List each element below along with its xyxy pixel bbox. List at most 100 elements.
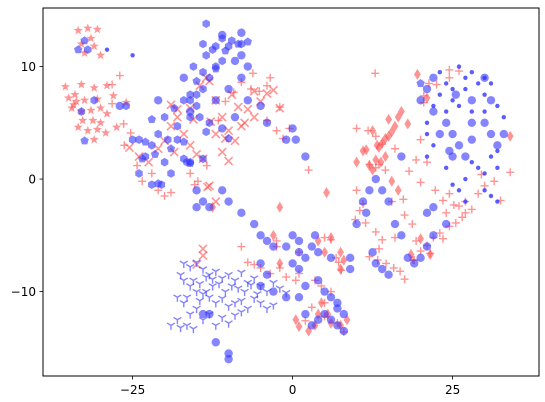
red-x-point	[217, 112, 227, 122]
blue-circle-point	[346, 264, 355, 274]
red-hline-point	[389, 263, 398, 272]
red-star-point	[96, 117, 106, 127]
blue-dot-point	[463, 86, 468, 92]
blue-dot-point	[431, 103, 436, 109]
red-hline-point	[382, 259, 391, 268]
blue-hexagon-point	[135, 169, 143, 178]
red-hline-point	[248, 69, 257, 78]
blue-dot-point	[444, 81, 449, 86]
blue-hexagon-point	[212, 41, 220, 51]
blue-circle-point	[429, 107, 438, 116]
blue-pentagon-point	[170, 103, 179, 112]
blue-hexagon-point	[84, 45, 92, 54]
blue-pentagon-point	[179, 137, 188, 146]
red-hline-point	[396, 267, 405, 276]
blue-dot-point	[495, 199, 500, 204]
blue-dot-point	[488, 154, 494, 159]
red-hline-point	[282, 272, 291, 281]
red-hline-point	[451, 218, 460, 227]
red-hline-point	[442, 208, 451, 217]
blue-circle-point	[224, 197, 233, 206]
red-star-point	[96, 103, 106, 113]
blue-tri_down-point	[262, 305, 272, 313]
blue-circle-point	[493, 141, 502, 150]
red-diamond-point	[398, 106, 405, 118]
blue-tri_down-point	[211, 322, 221, 330]
blue-pentagon-point	[211, 64, 220, 73]
red-star-point	[96, 50, 106, 60]
red-hline-point	[439, 234, 447, 243]
red-diamond-point	[385, 113, 392, 125]
blue-circle-point	[339, 326, 348, 336]
blue-tri_down-point	[249, 275, 259, 283]
blue-circle-point	[237, 73, 246, 82]
blue-tri_down-point	[243, 305, 253, 313]
red-hline-point	[474, 189, 483, 198]
red-hline-point	[412, 155, 421, 164]
blue-hexagon-point	[202, 19, 210, 29]
red-star-point	[69, 99, 79, 109]
blue-dot-point	[456, 103, 462, 109]
blue-pentagon-point	[166, 144, 176, 153]
blue-circle-point	[301, 309, 310, 319]
blue-dot-point	[495, 148, 500, 154]
blue-tri_down-point	[217, 314, 227, 322]
red-hline-point	[304, 166, 313, 175]
blue-tri_down-point	[166, 322, 176, 330]
red-diamond-point	[337, 263, 344, 275]
red-x-point	[249, 112, 259, 122]
blue-tri_down-point	[192, 259, 201, 267]
blue-circle-point	[262, 118, 272, 127]
blue-dot-point	[463, 75, 468, 80]
red-star-point	[88, 115, 98, 125]
red-hline-point	[263, 81, 271, 90]
blue-tri_down-point	[269, 279, 278, 288]
blue-circle-point	[288, 231, 297, 240]
blue-dot-point	[450, 182, 455, 187]
red-diamond-point	[359, 145, 367, 157]
blue-circle-point	[237, 51, 246, 60]
red-hline-point	[400, 275, 409, 284]
red-star-point	[89, 134, 99, 144]
red-x-point	[192, 149, 202, 159]
blue-hexagon-point	[122, 101, 130, 111]
blue-pentagon-point	[150, 149, 160, 158]
blue-pentagon-point	[138, 154, 147, 163]
blue-circle-point	[314, 248, 323, 257]
blue-tri_down-point	[208, 283, 217, 291]
red-x-point	[233, 102, 243, 112]
red-diamond-point	[426, 248, 434, 260]
red-x-point	[179, 129, 189, 139]
red-hline-point	[371, 132, 380, 141]
blue-pentagon-point	[416, 79, 425, 87]
blue-circle-point	[429, 73, 438, 82]
blue-hexagon-point	[160, 157, 169, 167]
blue-circle-point	[282, 293, 291, 302]
blue-circle-point	[256, 259, 265, 268]
blue-hexagon-point	[218, 56, 226, 66]
red-hline-point	[399, 195, 408, 204]
red-star-point	[80, 95, 90, 105]
blue-tri_down-point	[237, 308, 246, 317]
blue-circle-point	[310, 231, 320, 240]
red-hline-point	[317, 281, 326, 290]
red-hline-point	[186, 169, 195, 178]
blue-circle-point	[192, 186, 201, 195]
blue-circle-point	[429, 231, 438, 240]
blue-circle-point	[294, 264, 304, 274]
blue-dot-point	[424, 131, 430, 137]
blue-circle-point	[250, 219, 259, 229]
red-hline-point	[490, 177, 499, 186]
blue-circle-point	[230, 112, 240, 122]
blue-tri_down-point	[192, 288, 201, 297]
red-hline-point	[371, 227, 380, 236]
blue-pentagon-point	[186, 158, 195, 167]
blue-dot-point	[482, 109, 487, 114]
red-diamond-point	[343, 314, 351, 326]
red-hline-point	[119, 119, 128, 128]
blue-circle-point	[288, 259, 297, 268]
blue-dot-point	[482, 92, 487, 97]
blue-circle-point	[326, 315, 336, 324]
red-star-point	[102, 80, 112, 90]
red-x-point	[240, 118, 250, 128]
